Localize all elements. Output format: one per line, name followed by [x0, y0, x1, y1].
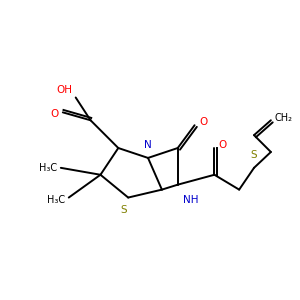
Text: O: O	[200, 117, 208, 127]
Text: N: N	[144, 140, 152, 150]
Text: H₃C: H₃C	[39, 163, 57, 173]
Text: S: S	[120, 206, 127, 215]
Text: S: S	[251, 150, 257, 160]
Text: NH: NH	[183, 195, 198, 205]
Text: O: O	[218, 140, 226, 150]
Text: O: O	[51, 109, 59, 119]
Text: H₃C: H₃C	[47, 194, 65, 205]
Text: CH₂: CH₂	[275, 113, 293, 123]
Text: OH: OH	[57, 85, 73, 94]
